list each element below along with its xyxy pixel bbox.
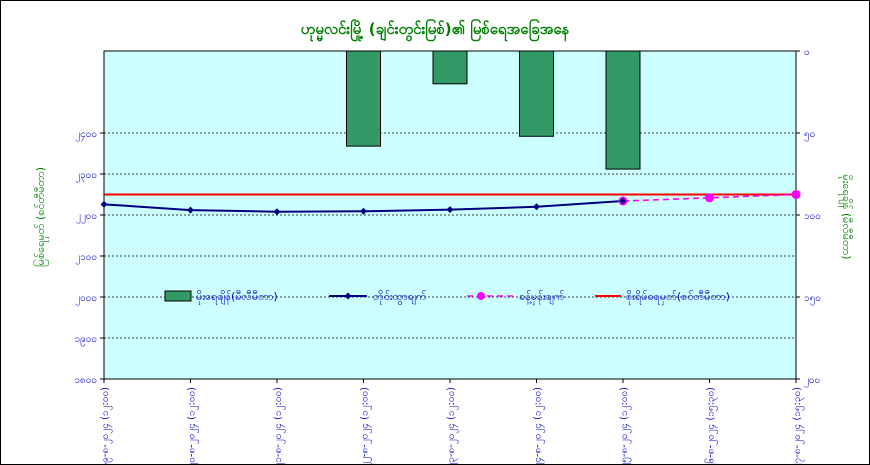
forecast-point: [791, 190, 801, 199]
forecast-point: [705, 193, 714, 203]
observed-point: [446, 206, 454, 214]
x-tick-label: ၂၁-၈-၂၀၂၄ (၁၂:၀၀): [273, 387, 286, 464]
y-tick-label-right: ၁၅၀: [804, 293, 821, 306]
x-tick-label: ၂၀-၈-၂၀၂၄ (၁၂:၀၀): [187, 387, 200, 464]
legend-label-forecast: ခန့်မှန်းချက်: [519, 290, 565, 305]
observed-point: [187, 206, 194, 214]
legend: မိုးရေချိန်(မီလီမီတာ) တိုင်းထွာချက် ခန့်မှ…: [164, 290, 730, 305]
forecast-line: [622, 193, 797, 202]
observed-point: [619, 197, 627, 205]
x-tick-label: ၁၉-၈-၂၀၂၄ (၁၂:၀၀): [100, 387, 113, 464]
y-tick-label-right: ၀: [804, 47, 810, 58]
y-tick-label-right: ၅၀: [804, 129, 815, 142]
x-tick-label: ၂၆-၈-၂၀၂၄ (၁၅:၃၀): [704, 387, 719, 464]
chart-title: ဟုမ္မလင်းမြို့ (ချင်းတွင်းမြစ်)၏ မြစ်ရေအ…: [301, 18, 570, 42]
y-tick-label-left: ၂၃၀၀: [75, 170, 97, 183]
rainfall-bar: [432, 50, 468, 85]
x-tick-label: ၂၂-၈-၂၀၂၄ (၁၂:၀၀): [360, 387, 373, 464]
gridlines: [104, 132, 796, 339]
y-tick-label-right: ၁၀၀: [804, 211, 821, 222]
y-tick-label-left: ၂၁၀၀: [75, 252, 97, 265]
legend-marker-observed: [344, 292, 352, 300]
x-tick-label: ၂၅-၈-၂၀၂၄ (၁၂:၀၀): [619, 387, 632, 464]
x-tick-label: ၂၃-၈-၂၀၂၄ (၁၂:၀၀): [446, 387, 459, 464]
rainfall-bar: [605, 50, 641, 170]
observed-point: [360, 207, 367, 215]
observed-point: [100, 200, 108, 208]
y-axis-title-right: မိုးရေချိန် (မီလီမီတာ): [838, 174, 853, 259]
y-tick-label-left: ၁၉၀၀: [75, 334, 98, 347]
y-tick-label-left: ၁၈၀၀: [74, 375, 97, 386]
bar-series: [346, 50, 641, 170]
legend-label-rainfall: မိုးရေချိန်(မီလီမီတာ): [196, 290, 278, 305]
observed-point: [273, 208, 281, 216]
rainfall-bar: [519, 50, 554, 137]
legend-swatch-rainfall: [164, 290, 192, 302]
legend-label-danger: စိုးရိမ်ရေမှတ်(စင်တီမီတာ): [626, 290, 730, 305]
y-tick-label-left: ၂၂၀၀: [76, 211, 97, 224]
x-tick-label: ၂၇-၈-၂၀၂၄ (၁၅:၃၀): [792, 387, 805, 464]
y-tick-label-right: ၂၀၀: [804, 375, 820, 388]
x-tick-label: ၂၄-၈-၂၀၂၄ (၁၂:၀၀): [533, 387, 546, 464]
rainfall-bar: [346, 50, 381, 147]
y-tick-label-left: ၂၀၀၀: [75, 293, 97, 306]
legend-label-observed: တိုင်းထွာချက်: [373, 290, 427, 305]
y-tick-label-left: ၂၄၀၀: [75, 129, 97, 142]
line-series: [100, 190, 801, 216]
observed-point: [533, 203, 540, 211]
y-axis-title-left: မြစ်ရေမှတ် (စင်တီမီတာ): [33, 167, 49, 267]
legend-marker-forecast: [477, 292, 485, 300]
